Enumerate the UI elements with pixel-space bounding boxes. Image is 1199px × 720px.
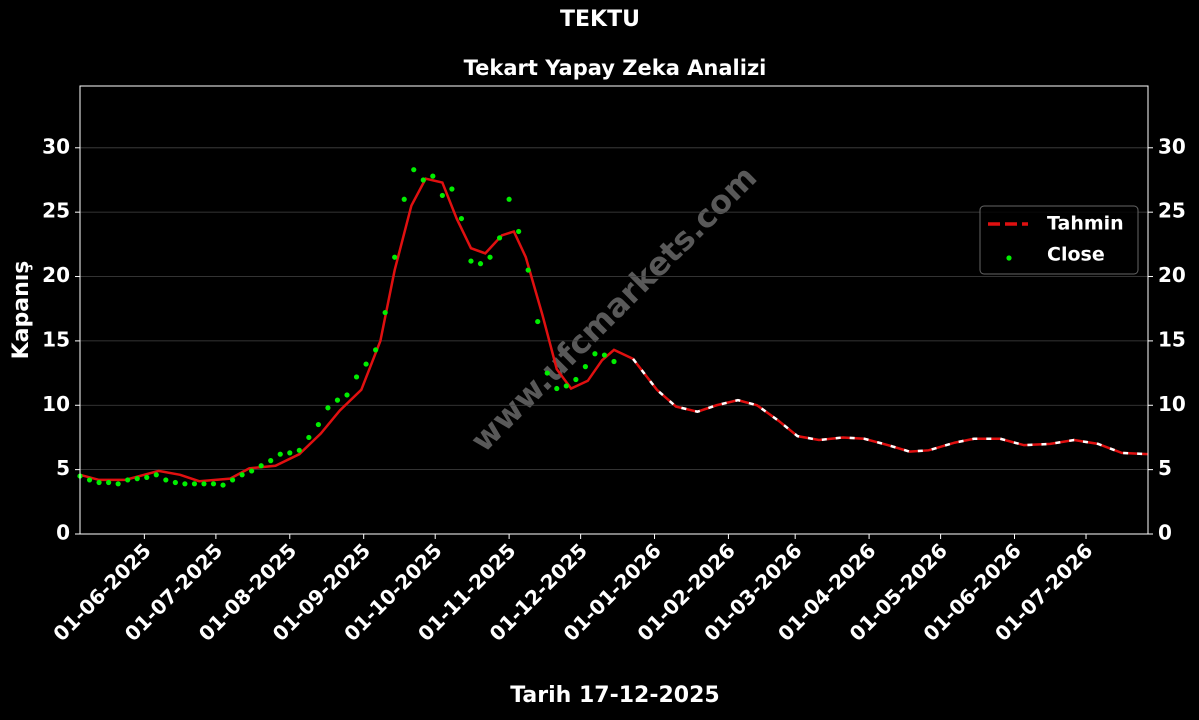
chart-subtitle: Tekart Yapay Zeka Analizi — [464, 56, 767, 80]
close-point — [592, 351, 598, 357]
close-point — [611, 358, 617, 365]
y2-tick-label: 5 — [1158, 456, 1172, 480]
close-point — [115, 481, 121, 487]
close-point — [153, 472, 159, 478]
plot-frame — [79, 85, 1149, 535]
close-point — [535, 318, 541, 325]
close-point — [334, 397, 341, 403]
close-point — [458, 215, 465, 222]
legend-label: Close — [1047, 244, 1105, 266]
close-point — [182, 481, 188, 487]
close-point — [439, 192, 445, 199]
close-point — [344, 392, 350, 398]
close-point — [96, 479, 102, 486]
close-point — [430, 173, 436, 179]
close-point — [401, 196, 407, 202]
close-point — [220, 482, 226, 488]
close-point — [315, 421, 321, 428]
y-tick-label: 5 — [56, 456, 70, 480]
close-point — [516, 228, 522, 235]
close-point — [287, 450, 293, 456]
close-point — [325, 405, 331, 411]
watermark: www.ufcmarkets.com — [463, 158, 764, 459]
legend-box — [979, 205, 1139, 275]
y2-tick-label: 20 — [1158, 263, 1186, 287]
legend-label: Tahmin — [1047, 213, 1124, 235]
y2-tick-label: 10 — [1158, 392, 1186, 416]
close-point — [496, 235, 503, 241]
y-tick-label: 0 — [56, 521, 70, 545]
close-point — [86, 477, 93, 483]
close-point — [125, 477, 131, 483]
chart-title: TEKTU — [560, 7, 640, 32]
y-tick-label: 20 — [42, 263, 70, 287]
close-point — [239, 472, 245, 478]
close-point — [258, 463, 264, 469]
x-axis-label: Tarih 17-12-2025 — [510, 683, 719, 708]
close-point — [363, 361, 369, 367]
legend: Tahmin Close — [979, 205, 1139, 275]
close-point — [144, 474, 150, 480]
close-point — [573, 376, 579, 383]
close-point — [506, 196, 512, 202]
close-point — [373, 347, 379, 353]
close-point — [296, 447, 302, 453]
close-point — [210, 481, 217, 487]
close-point — [268, 458, 274, 464]
close-point — [582, 364, 588, 370]
y-tick-label: 30 — [42, 134, 70, 158]
y-axis-label: Kapanış — [9, 261, 34, 360]
close-point — [392, 254, 398, 260]
close-point — [554, 385, 560, 392]
close-point — [601, 352, 608, 358]
y-tick-label: 25 — [42, 199, 70, 223]
close-point — [106, 479, 112, 486]
y-tick-label: 10 — [42, 392, 70, 416]
close-point — [134, 476, 140, 482]
close-point — [487, 254, 493, 260]
close-point — [229, 477, 236, 483]
close-point — [477, 261, 484, 267]
y2-tick-label: 0 — [1158, 521, 1172, 545]
close-point — [277, 451, 283, 457]
y-tick-label: 15 — [42, 327, 70, 351]
close-point — [163, 477, 169, 483]
close-point — [468, 258, 474, 264]
close-point — [420, 177, 426, 183]
close-point — [563, 383, 569, 389]
legend-swatch — [1006, 255, 1012, 261]
close-point — [306, 434, 312, 441]
forecast-dash — [632, 358, 1149, 456]
close-point — [544, 370, 550, 376]
y2-tick-label: 30 — [1158, 134, 1186, 158]
close-point — [201, 481, 207, 487]
close-point — [353, 374, 360, 380]
y2-tick-label: 15 — [1158, 327, 1186, 351]
close-point — [249, 468, 255, 474]
y2-tick-label: 25 — [1158, 199, 1186, 223]
close-point — [411, 167, 417, 173]
close-point — [382, 309, 388, 316]
close-point — [449, 186, 455, 192]
close-point — [172, 479, 178, 486]
close-point — [525, 267, 531, 273]
close-point — [191, 481, 198, 487]
